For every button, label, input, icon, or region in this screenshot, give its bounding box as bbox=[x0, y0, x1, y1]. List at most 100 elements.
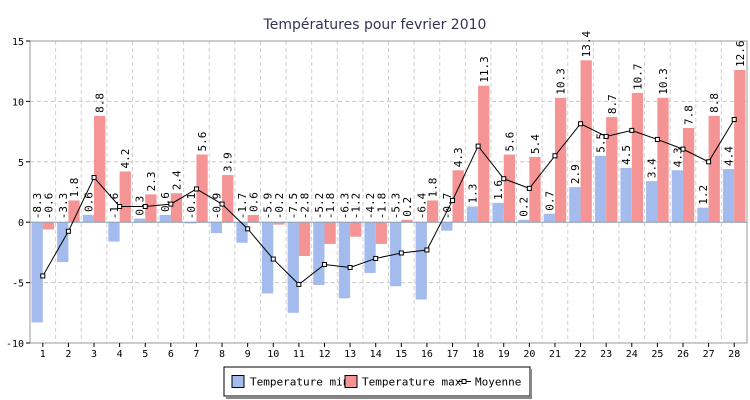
x-tick-label: 5 bbox=[142, 349, 148, 360]
data-label-min: -1.6 bbox=[108, 193, 121, 219]
y-tick-label: -5 bbox=[12, 279, 24, 290]
data-label-max: 8.7 bbox=[606, 94, 619, 114]
x-tick-label: 6 bbox=[168, 349, 174, 360]
data-label-min: -0.9 bbox=[210, 193, 223, 220]
data-label-min: 2.9 bbox=[569, 164, 582, 184]
data-label-max: 8.8 bbox=[708, 93, 721, 113]
average-point bbox=[706, 159, 712, 165]
x-tick-label: 4 bbox=[117, 349, 123, 360]
bar-temperature-min bbox=[185, 222, 197, 224]
bar-temperature-min bbox=[543, 213, 555, 223]
data-label-max: 4.3 bbox=[452, 147, 465, 167]
bar-temperature-max bbox=[606, 117, 618, 223]
bar-temperature-min bbox=[646, 181, 658, 223]
average-point bbox=[245, 226, 251, 232]
x-tick-label: 13 bbox=[344, 349, 356, 360]
bar-temperature-max bbox=[554, 97, 567, 223]
data-label-min: -8.3 bbox=[31, 193, 44, 220]
average-point bbox=[552, 153, 558, 159]
average-point bbox=[219, 201, 225, 207]
legend-label-max: Temperature max bbox=[362, 376, 462, 389]
bars bbox=[31, 60, 746, 323]
bar-temperature-max bbox=[42, 222, 55, 230]
average-point bbox=[578, 121, 584, 127]
average-point bbox=[680, 146, 686, 152]
data-label-min: 1.6 bbox=[492, 180, 505, 200]
bar-temperature-max bbox=[170, 193, 183, 223]
x-tick-label: 3 bbox=[91, 349, 97, 360]
data-label-min: 0.3 bbox=[134, 196, 147, 216]
data-label-max: 4.2 bbox=[119, 149, 132, 169]
bar-temperature-min bbox=[262, 222, 274, 294]
average-point bbox=[296, 281, 302, 287]
x-tick-label: 15 bbox=[395, 349, 407, 360]
bar-temperature-max bbox=[119, 171, 131, 223]
data-label-min: -0.1 bbox=[185, 193, 198, 220]
bar-temperature-max bbox=[682, 127, 695, 223]
data-label-max: 5.4 bbox=[529, 134, 542, 154]
data-label-min: -6.3 bbox=[338, 193, 351, 220]
average-point bbox=[373, 255, 379, 261]
bar-temperature-max bbox=[298, 222, 311, 257]
data-label-max: 0.6 bbox=[247, 192, 260, 212]
data-label-max: 2.3 bbox=[145, 172, 158, 192]
data-label-min: 3.4 bbox=[646, 158, 659, 178]
data-label-min: -4.2 bbox=[364, 193, 377, 220]
x-tick-label: 18 bbox=[472, 349, 484, 360]
x-tick-label: 27 bbox=[703, 349, 715, 360]
bar-temperature-max bbox=[145, 194, 157, 223]
data-label-min: 1.3 bbox=[466, 184, 479, 204]
bar-temperature-max bbox=[631, 92, 644, 223]
bar-temperature-max bbox=[580, 60, 592, 223]
y-tick-label: -10 bbox=[6, 339, 24, 350]
data-label-max: -1.2 bbox=[350, 193, 363, 220]
bar-temperature-min bbox=[287, 222, 299, 313]
bar-temperature-max bbox=[196, 154, 208, 223]
data-label-min: -5.3 bbox=[390, 193, 403, 220]
x-tick-label: 16 bbox=[421, 349, 433, 360]
data-label-min: 0.6 bbox=[159, 192, 172, 212]
average-line bbox=[40, 117, 737, 287]
average-point bbox=[40, 273, 46, 279]
data-label-max: -1.8 bbox=[324, 193, 337, 220]
x-tick-label: 10 bbox=[267, 349, 279, 360]
bar-temperature-min bbox=[415, 222, 427, 300]
data-label-max: 10.3 bbox=[555, 68, 568, 95]
legend-swatch-max bbox=[344, 375, 358, 388]
x-tick-label: 12 bbox=[318, 349, 330, 360]
average-point bbox=[142, 203, 148, 209]
average-point bbox=[501, 176, 507, 182]
bar-temperature-max bbox=[273, 222, 285, 225]
data-label-max: 5.6 bbox=[503, 132, 516, 152]
data-label-max: 8.8 bbox=[94, 93, 107, 113]
x-tick-label: 20 bbox=[523, 349, 535, 360]
plot-frame bbox=[29, 40, 748, 344]
data-label-min: -5.9 bbox=[262, 193, 275, 220]
data-label-max: 1.8 bbox=[68, 178, 81, 198]
average-point bbox=[398, 250, 404, 256]
x-tick-label: 8 bbox=[219, 349, 225, 360]
bar-temperature-min bbox=[364, 222, 376, 273]
average-point bbox=[424, 247, 430, 253]
average-point bbox=[91, 175, 97, 181]
bar-temperature-max bbox=[350, 222, 362, 237]
data-label-max: -1.8 bbox=[375, 193, 388, 220]
bar-temperature-min bbox=[133, 218, 146, 223]
data-label-min: -1.7 bbox=[236, 193, 249, 220]
data-label-max: -0.6 bbox=[42, 193, 55, 220]
data-label-min: 4.5 bbox=[620, 145, 633, 165]
bar-temperature-min bbox=[313, 222, 325, 286]
x-tick-label: 9 bbox=[245, 349, 251, 360]
x-tick-label: 11 bbox=[293, 349, 305, 360]
data-label-max: 13.4 bbox=[580, 30, 593, 57]
bar-temperature-max bbox=[222, 175, 234, 223]
average-point bbox=[117, 203, 123, 209]
bar-temperature-min bbox=[236, 222, 248, 243]
bar-temperature-min bbox=[594, 155, 607, 223]
bar-temperature-min bbox=[31, 222, 43, 323]
bar-temperature-min bbox=[697, 207, 709, 223]
data-label-max: 10.7 bbox=[631, 63, 644, 90]
bar-temperature-max bbox=[657, 97, 669, 223]
data-label-min: -0.7 bbox=[441, 193, 454, 220]
bar-temperature-min bbox=[441, 222, 453, 231]
